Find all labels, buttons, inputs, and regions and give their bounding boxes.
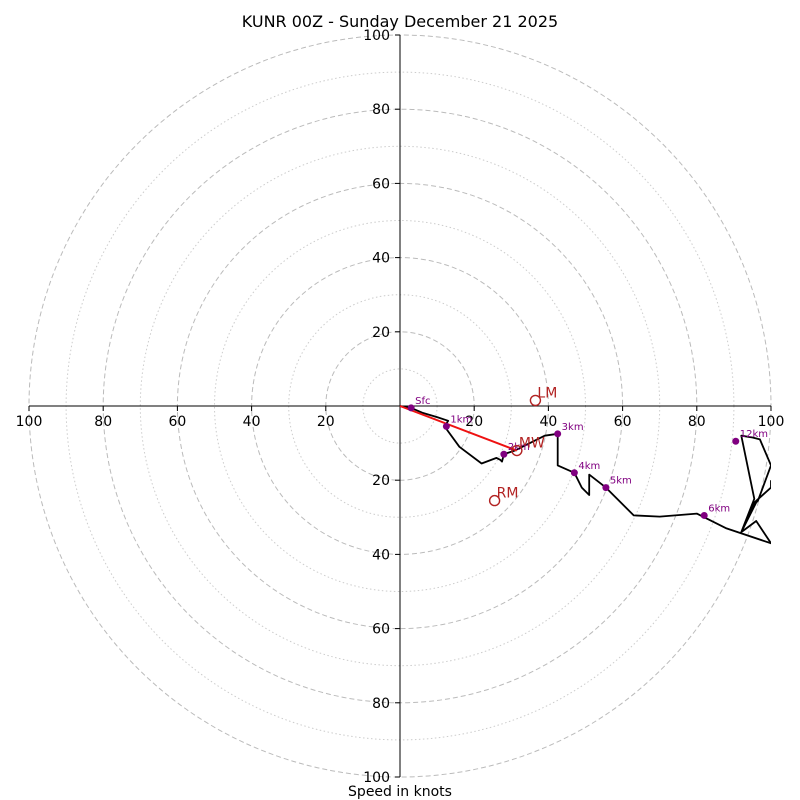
height-marker-12km bbox=[732, 437, 740, 445]
height-marker-6km bbox=[700, 511, 708, 519]
x-tick-label: 80 bbox=[688, 414, 706, 430]
height-marker-5km bbox=[602, 484, 610, 492]
y-tick-label: 60 bbox=[372, 176, 390, 192]
height-marker-3km bbox=[554, 430, 562, 438]
y-tick-label: 20 bbox=[372, 473, 390, 489]
y-tick-label: 80 bbox=[372, 696, 390, 712]
height-label-sfc: Sfc bbox=[415, 396, 430, 407]
storm-motion-lm-marker bbox=[529, 394, 542, 407]
x-tick-label: 80 bbox=[94, 414, 112, 430]
height-label-1km: 1km bbox=[450, 414, 472, 425]
storm-motion-mw-marker bbox=[511, 444, 523, 457]
storm-motion-lm-label: LM bbox=[537, 385, 557, 401]
storm-motion-mw-label: MW bbox=[519, 436, 545, 452]
height-label-5km: 5km bbox=[610, 476, 632, 487]
shear-vector bbox=[399, 405, 518, 452]
plot-data: Sfc 1km 2km 3km 4km 5km 6km 12km LM MW RM bbox=[399, 385, 771, 545]
x-axis-label: Speed in knots bbox=[348, 784, 452, 800]
x-tick-label: 40 bbox=[539, 414, 557, 430]
height-marker-4km bbox=[570, 469, 578, 477]
x-tick-label: 60 bbox=[614, 414, 632, 430]
chart-title: KUNR 00Z - Sunday December 21 2025 bbox=[242, 12, 558, 31]
storm-motion-rm-marker bbox=[488, 494, 501, 507]
height-marker-1km bbox=[442, 422, 450, 430]
y-tick-label: 60 bbox=[372, 622, 390, 638]
wind-trace bbox=[399, 405, 771, 545]
x-tick-label: 100 bbox=[758, 414, 785, 430]
y-tick-label: 100 bbox=[363, 770, 390, 786]
height-label-12km: 12km bbox=[740, 429, 768, 440]
x-tick-label: 100 bbox=[16, 414, 43, 430]
storm-motion-rm-label: RM bbox=[497, 486, 519, 502]
x-tick-label: 20 bbox=[317, 414, 335, 430]
x-tick-label: 20 bbox=[465, 414, 483, 430]
height-marker-sfc bbox=[407, 404, 415, 412]
height-label-2km: 2km bbox=[508, 442, 530, 453]
height-label-4km: 4km bbox=[578, 461, 600, 472]
y-tick-label: 20 bbox=[372, 325, 390, 341]
y-tick-label: 40 bbox=[372, 547, 390, 563]
height-label-3km: 3km bbox=[562, 422, 584, 433]
y-tick-label: 80 bbox=[372, 102, 390, 118]
y-tick-label: 40 bbox=[372, 251, 390, 267]
y-tick-label: 100 bbox=[363, 28, 390, 44]
x-tick-label: 40 bbox=[243, 414, 261, 430]
height-label-6km: 6km bbox=[708, 503, 730, 514]
height-marker-2km bbox=[500, 450, 508, 458]
x-tick-label: 60 bbox=[168, 414, 186, 430]
axis-ticks: 100 80 60 40 20 20 40 60 80 100 100 80 60 40 20 20 40 60 8… bbox=[16, 28, 785, 786]
